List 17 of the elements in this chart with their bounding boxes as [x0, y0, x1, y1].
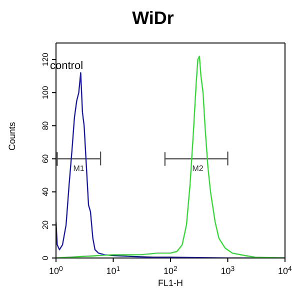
y-tick-label: 120: [41, 52, 50, 66]
x-axis-title: FL1-H: [158, 278, 184, 288]
x-tick-label: 10$^{4}$: [278, 266, 292, 276]
y-tick-label: 0: [41, 255, 50, 260]
y-tick-label: 100: [41, 85, 50, 100]
y-tick-label: 40: [41, 186, 50, 196]
x-tick-label: 10$^{1}$: [106, 266, 120, 276]
y-tick-label: 20: [41, 220, 50, 230]
x-tick-label: 10$^{2}$: [164, 266, 178, 276]
y-tick-label: 60: [41, 154, 50, 164]
y-tick-label: 80: [41, 120, 50, 130]
x-tick-label: 10$^{0}$: [49, 266, 64, 276]
x-tick-label: 10$^{3}$: [220, 266, 235, 276]
annotation: M2: [192, 164, 204, 173]
y-axis-title: Counts: [7, 121, 18, 150]
chart-title: WiDr: [131, 8, 175, 30]
annotation: M1: [73, 164, 85, 173]
